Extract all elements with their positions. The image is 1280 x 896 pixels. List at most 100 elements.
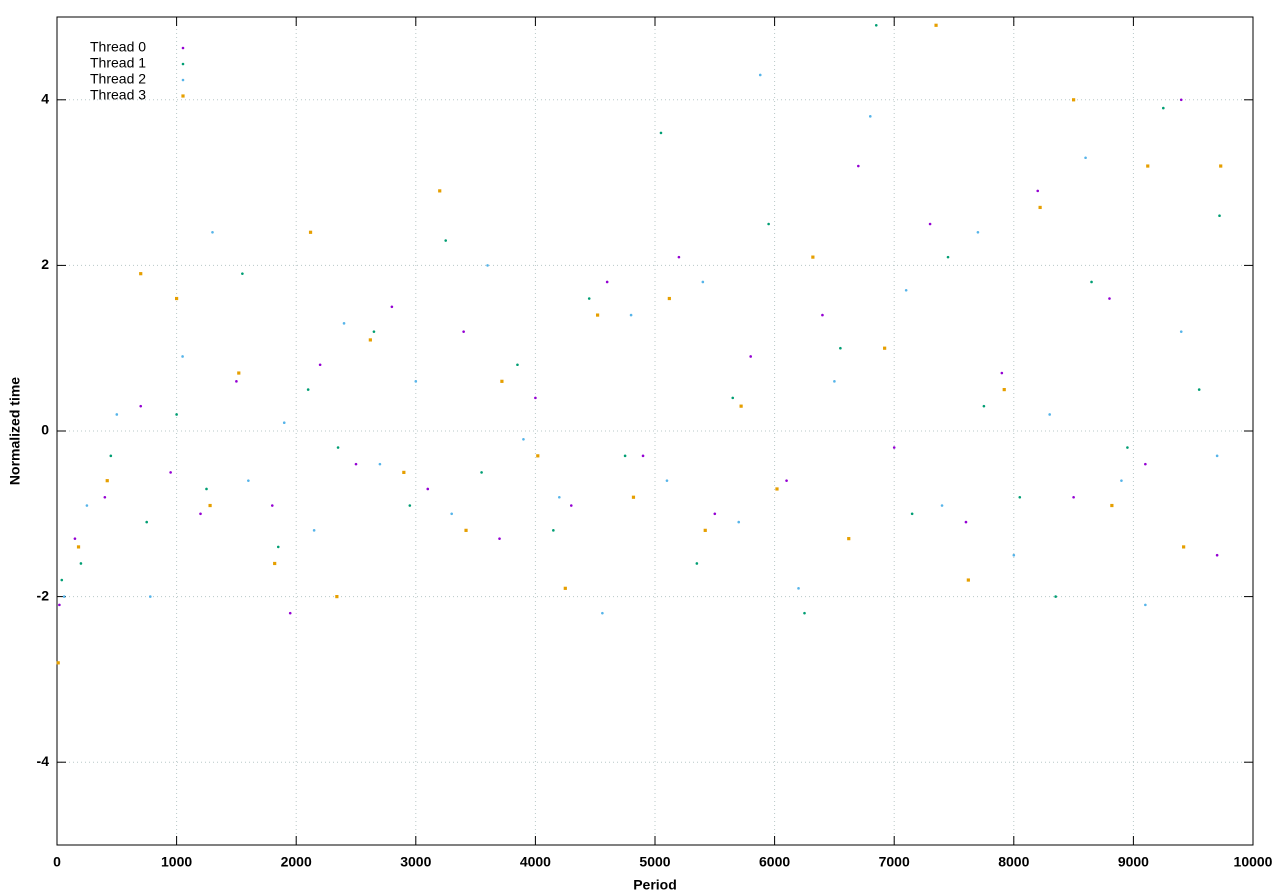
point: [665, 479, 669, 482]
x-axis-label: Period: [633, 877, 677, 893]
legend-label: Thread 3: [90, 87, 146, 103]
point: [587, 297, 591, 300]
point: [62, 595, 66, 598]
point: [498, 537, 501, 540]
x-tick-label: 5000: [639, 854, 670, 870]
point: [695, 562, 699, 565]
point: [797, 587, 800, 590]
point: [1072, 495, 1075, 499]
point: [803, 611, 806, 615]
point: [833, 380, 836, 383]
point: [883, 346, 887, 350]
point: [1219, 164, 1223, 168]
legend-marker: [181, 46, 185, 50]
x-tick-label: 3000: [400, 854, 431, 870]
x-tick-label: 10000: [1234, 854, 1273, 870]
point: [595, 313, 600, 317]
point: [148, 595, 152, 598]
point: [904, 288, 908, 292]
point: [1179, 98, 1183, 102]
point: [1146, 164, 1150, 168]
legend-label: Thread 0: [90, 39, 146, 55]
point: [1002, 388, 1006, 392]
point: [1090, 280, 1093, 284]
x-tick-label: 9000: [1118, 854, 1149, 870]
point: [181, 355, 184, 358]
point: [1110, 503, 1114, 508]
point: [1144, 462, 1147, 466]
point: [934, 23, 938, 27]
point: [785, 479, 788, 482]
legend-label: Thread 2: [90, 71, 146, 87]
point: [139, 272, 143, 276]
point: [288, 611, 292, 615]
point: [282, 421, 286, 425]
point: [103, 495, 107, 499]
legend-marker: [181, 78, 185, 82]
point: [847, 537, 851, 541]
point: [208, 503, 212, 508]
point: [145, 520, 148, 524]
point: [821, 313, 824, 317]
point: [839, 346, 842, 350]
point: [175, 296, 179, 301]
point: [1084, 156, 1087, 160]
point: [336, 446, 340, 449]
point: [928, 222, 932, 226]
point: [500, 379, 504, 383]
point: [563, 586, 567, 590]
point: [1182, 545, 1186, 549]
point: [1215, 454, 1219, 458]
point: [58, 603, 61, 607]
point: [964, 520, 968, 524]
point: [237, 371, 241, 375]
point: [414, 380, 418, 383]
point: [703, 528, 707, 532]
point: [857, 164, 860, 168]
point: [767, 222, 770, 226]
point: [60, 578, 64, 582]
point: [79, 562, 83, 565]
point: [480, 471, 483, 474]
point: [1048, 413, 1051, 416]
point: [811, 255, 815, 259]
point: [312, 529, 316, 532]
point: [308, 230, 313, 234]
y-tick-label: 0: [41, 422, 49, 438]
point: [73, 537, 77, 540]
y-axis-label: Normalized time: [7, 377, 23, 485]
point: [109, 454, 113, 458]
point: [1072, 98, 1076, 102]
x-tick-label: 0: [53, 854, 61, 870]
point: [940, 504, 944, 507]
point: [946, 255, 950, 259]
point: [1144, 603, 1147, 607]
x-tick-label: 1000: [161, 854, 192, 870]
point: [874, 23, 878, 27]
point: [318, 363, 322, 367]
point: [534, 396, 537, 400]
point: [1018, 495, 1022, 499]
point: [402, 470, 406, 474]
point: [205, 487, 208, 491]
point: [76, 545, 81, 549]
point: [368, 338, 372, 342]
point: [631, 495, 636, 499]
point: [758, 73, 762, 77]
point: [892, 446, 896, 449]
x-tick-label: 4000: [520, 854, 551, 870]
x-tick-label: 6000: [759, 854, 790, 870]
point: [426, 487, 430, 491]
point: [1054, 595, 1057, 598]
point: [444, 239, 448, 242]
point: [868, 115, 872, 118]
point: [775, 487, 779, 491]
legend-marker: [181, 62, 185, 66]
point: [982, 404, 986, 408]
point: [273, 561, 277, 566]
y-tick-label: -4: [37, 753, 50, 769]
point: [601, 611, 604, 615]
point: [623, 454, 627, 458]
point: [739, 404, 743, 408]
